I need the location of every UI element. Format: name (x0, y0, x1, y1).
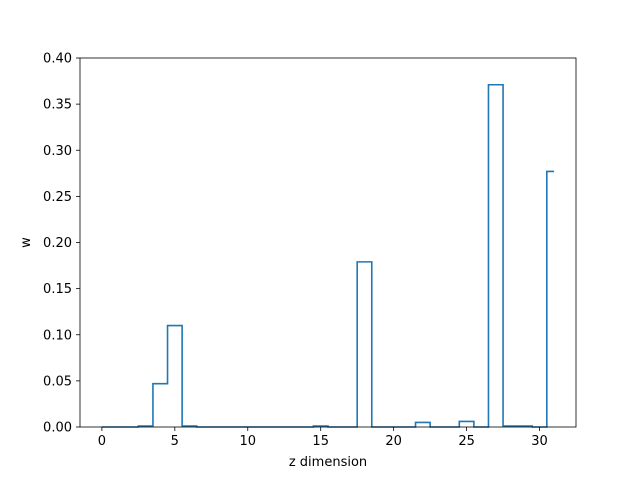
x-tick-label: 15 (312, 434, 329, 449)
x-tick-label: 20 (385, 434, 402, 449)
y-tick-label: 0.35 (43, 98, 72, 113)
y-tick-label: 0.30 (43, 144, 72, 159)
x-tick-label: 10 (239, 434, 256, 449)
y-axis-ticks: 0.00 0.05 0.10 0.15 0.20 0.25 0.30 0.35 0.40 (43, 52, 80, 436)
x-tick-label: 5 (171, 434, 179, 449)
x-tick-label: 30 (531, 434, 548, 449)
x-axis-label: z dimension (289, 455, 367, 470)
x-axis-ticks: 0 5 10 15 20 25 30 (98, 427, 548, 449)
data-series (101, 83, 555, 428)
step-line (101, 83, 555, 428)
y-tick-label: 0.40 (43, 52, 72, 67)
x-tick-label: 0 (98, 434, 106, 449)
y-tick-label: 0.20 (43, 236, 72, 251)
x-tick-label: 25 (458, 434, 475, 449)
y-tick-label: 0.25 (43, 190, 72, 205)
plot-frame (79, 57, 577, 428)
y-tick-label: 0.05 (43, 374, 72, 389)
y-tick-label: 0.10 (43, 328, 72, 343)
y-axis-label: w (19, 237, 34, 248)
y-tick-label: 0.00 (43, 421, 72, 436)
y-tick-label: 0.15 (43, 282, 72, 297)
